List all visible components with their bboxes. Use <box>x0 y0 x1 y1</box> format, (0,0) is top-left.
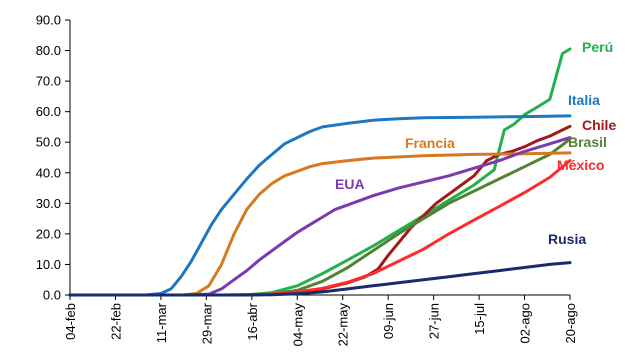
x-tick-label: 16-abr <box>245 302 260 340</box>
series-label-eua: EUA <box>335 176 365 192</box>
y-tick-label: 30.0 <box>36 196 61 211</box>
y-tick-label: 40.0 <box>36 165 61 180</box>
x-tick-label: 15-jul <box>472 303 487 335</box>
y-tick-label: 60.0 <box>36 104 61 119</box>
x-tick-label: 09-jun <box>381 303 396 339</box>
x-tick-label: 27-jun <box>427 303 442 339</box>
y-tick-label: 90.0 <box>36 13 61 28</box>
series-label-rusia: Rusia <box>548 231 586 247</box>
series-lines <box>68 47 572 297</box>
x-tick-label: 22-feb <box>108 303 123 340</box>
series-line-rusia <box>68 261 572 297</box>
series-line-italia <box>68 114 572 297</box>
x-tick-label: 04-may <box>290 303 305 347</box>
series-label-brasil: Brasil <box>568 134 607 150</box>
y-tick-label: 80.0 <box>36 43 61 58</box>
series-label-chile: Chile <box>582 117 616 133</box>
series-label-italia: Italia <box>568 92 600 108</box>
y-tick-label: 0.0 <box>43 288 61 303</box>
y-tick-label: 50.0 <box>36 135 61 150</box>
x-tick-label: 29-mar <box>199 302 214 344</box>
y-tick-label: 70.0 <box>36 74 61 89</box>
y-tick-label: 20.0 <box>36 226 61 241</box>
series-line-francia <box>68 151 572 297</box>
x-tick-label: 20-ago <box>563 303 578 343</box>
series-label-peru: Perú <box>582 39 613 55</box>
y-tick-label: 10.0 <box>36 257 61 272</box>
series-line-peru <box>68 47 572 297</box>
x-tick-label: 11-mar <box>154 302 169 343</box>
x-ticks: 04-feb 22-feb 11-mar 29-mar 16-abr 04-may 22-m… <box>63 295 578 346</box>
x-tick-label: 04-feb <box>63 303 78 340</box>
series-label-mexico: México <box>557 157 604 173</box>
series-line-eua <box>68 136 572 297</box>
x-tick-label: 22-may <box>336 303 351 347</box>
x-tick-label: 02-ago <box>518 303 533 343</box>
series-label-francia: Francia <box>405 135 455 151</box>
y-ticks: 0.0 10.0 20.0 30.0 40.0 50.0 60.0 70.0 80.0 90.0 <box>36 13 70 303</box>
